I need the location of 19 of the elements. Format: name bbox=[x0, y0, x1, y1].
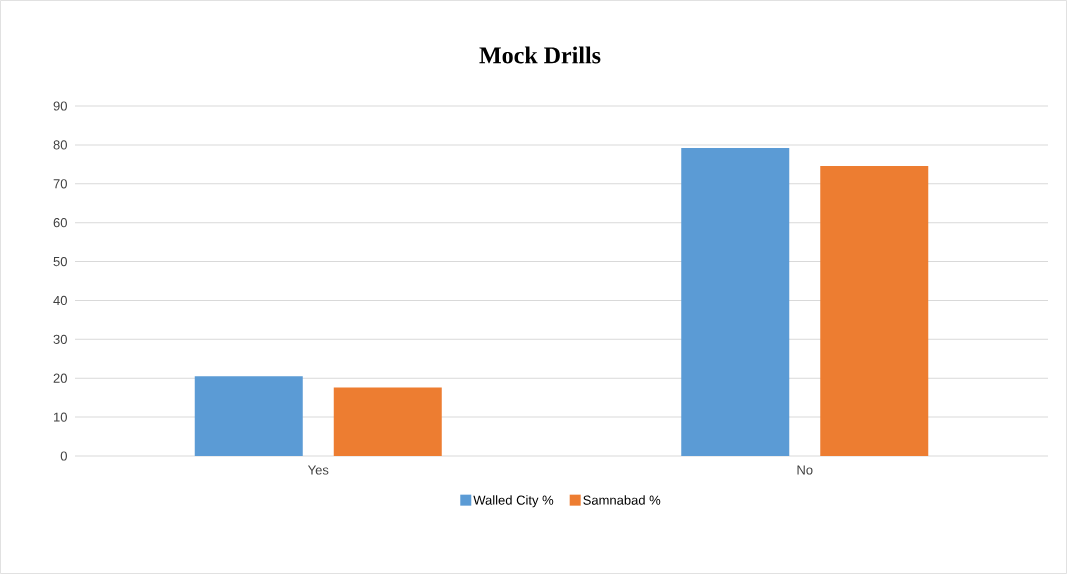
y-tick-label: 70 bbox=[53, 179, 67, 189]
bar bbox=[681, 148, 790, 456]
bar bbox=[333, 387, 442, 456]
y-tick-label: 80 bbox=[53, 140, 67, 150]
y-tick-label: 10 bbox=[54, 412, 67, 422]
legend-label: Samnabad % bbox=[583, 495, 661, 505]
bar bbox=[820, 165, 929, 456]
y-tick-label: 50 bbox=[53, 256, 67, 267]
chart-title: Mock Drills bbox=[479, 46, 601, 64]
y-tick-label: 20 bbox=[53, 373, 67, 383]
legend-label: Walled City % bbox=[473, 495, 554, 508]
y-tick-label: 90 bbox=[53, 101, 67, 111]
x-tick-label: No bbox=[797, 465, 813, 475]
y-tick-label: 40 bbox=[53, 295, 67, 306]
y-tick-label: 30 bbox=[53, 334, 67, 344]
bar bbox=[194, 376, 303, 456]
x-tick-label: Yes bbox=[307, 465, 329, 475]
y-tick-label: 60 bbox=[53, 218, 67, 228]
y-tick-label: 0 bbox=[60, 451, 67, 461]
